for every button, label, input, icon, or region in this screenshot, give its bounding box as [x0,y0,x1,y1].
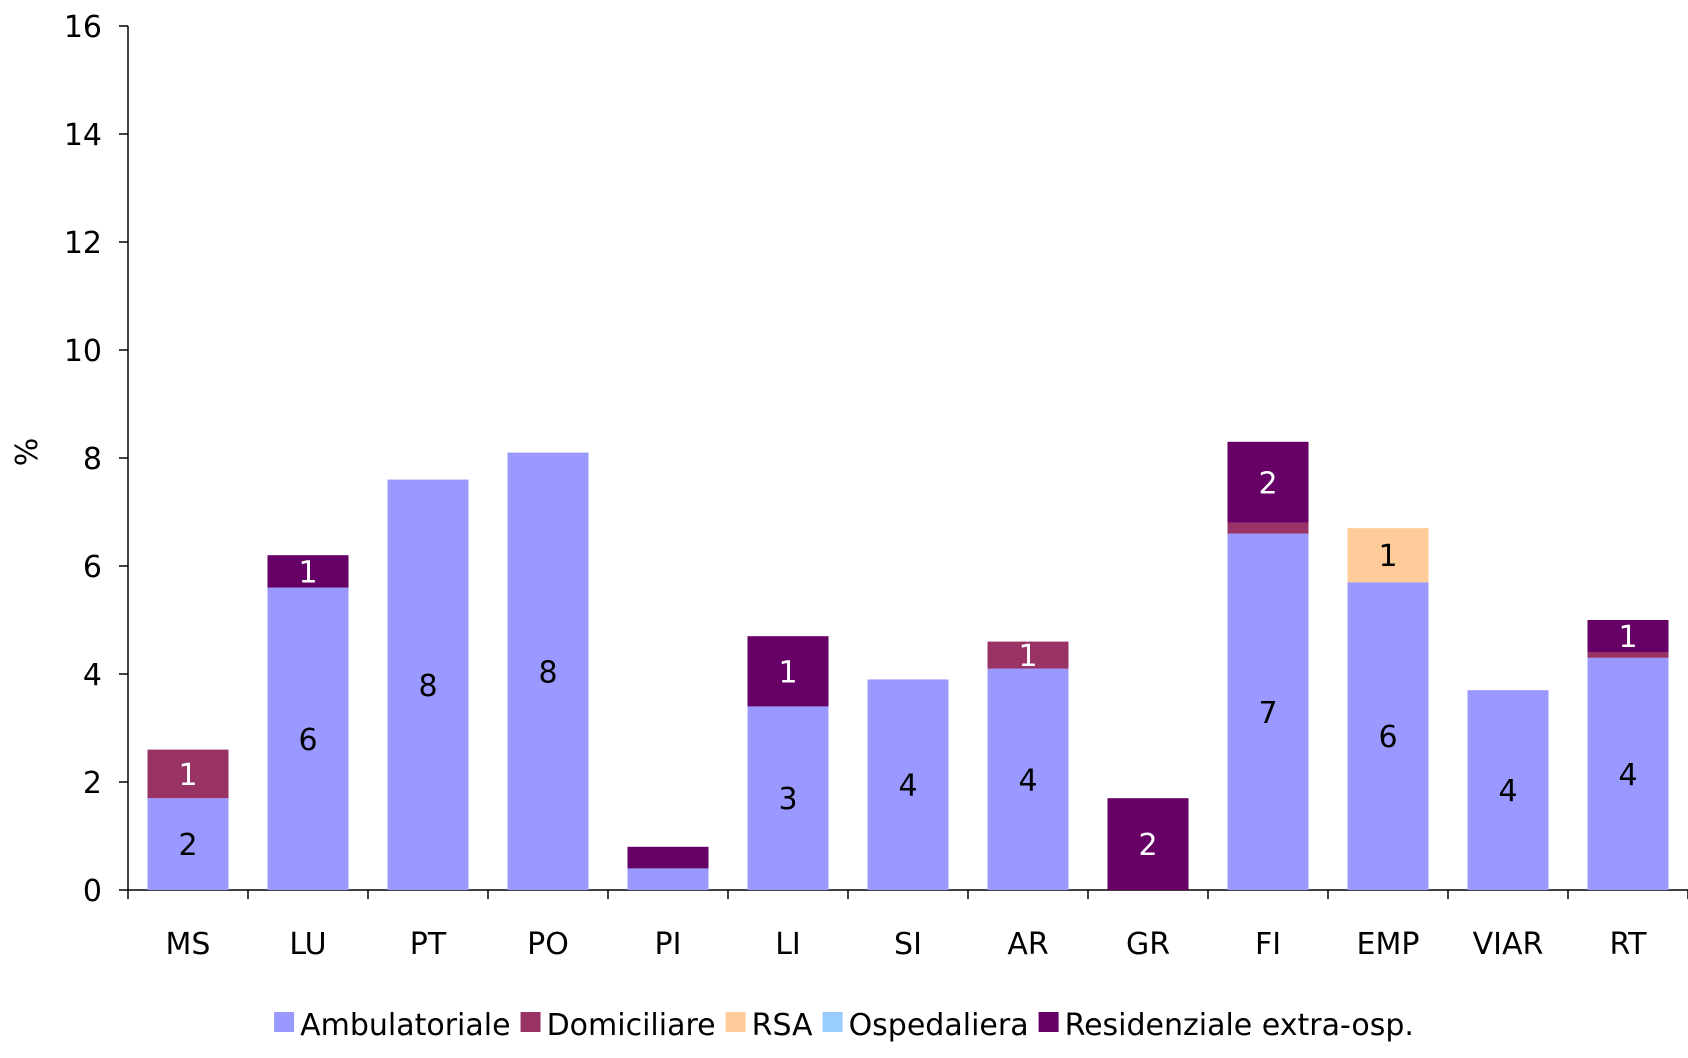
legend-item: RSA [725,1008,813,1043]
legend-swatch [725,1012,746,1032]
bars [147,441,1669,890]
legend-swatch [822,1012,843,1032]
legend-label: Ospedaliera [849,1008,1029,1043]
data-label: 2 [1258,466,1277,501]
legend-label: Domiciliare [547,1008,716,1043]
legend-item: Ambulatoriale [274,1008,511,1043]
bar-segment [1347,528,1429,583]
y-tick-label: 14 [64,118,102,153]
bar-segment [1587,620,1669,653]
bar-segment [627,868,709,890]
bar-segment [987,668,1069,890]
data-label: 1 [1618,620,1637,655]
bar-segment [1227,522,1309,534]
bar-segment [507,452,589,890]
bar-segment [747,706,829,890]
bar-segment [147,749,229,799]
legend-swatch [274,1012,295,1032]
data-label: 4 [1018,763,1037,798]
data-label: 3 [778,782,797,817]
legend-label: Ambulatoriale [300,1008,510,1043]
data-label: 2 [1138,828,1157,863]
data-label: 4 [1618,758,1637,793]
bar-segment [267,587,349,890]
bar-segment [1347,582,1429,890]
data-label: 4 [1498,774,1517,809]
legend-swatch [520,1012,541,1032]
bar-segment [1587,652,1669,658]
y-tick-label: 12 [64,226,102,261]
x-tick-label: LI [775,927,801,962]
x-tick-label: MS [166,927,211,962]
y-tick-label: 2 [83,766,102,801]
legend-item: Residenziale extra-osp. [1038,1008,1414,1043]
bar-segment [867,679,949,890]
bar-segment [1587,657,1669,890]
data-label: 1 [1378,539,1397,574]
x-tick-label: PI [655,927,682,962]
y-tick-label: 0 [83,874,102,909]
legend-label: RSA [752,1008,813,1043]
y-tick-label: 4 [83,658,102,693]
x-tick-label: GR [1126,927,1170,962]
legend-swatch [1038,1012,1059,1032]
bar-segment [627,846,709,869]
bar-segment [987,641,1069,669]
bar-segment [267,555,349,588]
data-label: 2 [178,828,197,863]
bar-segment [1107,798,1189,890]
bar-segment [147,798,229,890]
x-tick-label: PO [527,927,569,962]
data-label: 6 [298,723,317,758]
data-label: 4 [898,769,917,804]
y-axis-title: % [10,438,45,467]
data-label: 8 [418,669,437,704]
x-tick-label: LU [289,927,326,962]
data-label: 8 [538,655,557,690]
x-tick-label: AR [1007,927,1048,962]
x-tick-label: EMP [1357,927,1420,962]
data-label: 7 [1258,696,1277,731]
y-tick-label: 6 [83,550,102,585]
x-tick-label: FI [1255,927,1281,962]
x-tick-label: PT [410,927,447,962]
data-label: 1 [778,655,797,690]
x-tick-label: RT [1610,927,1648,962]
bar-segment [1227,441,1309,523]
y-tick-label: 10 [64,334,102,369]
data-label: 6 [1378,720,1397,755]
y-tick-label: 16 [64,10,102,45]
x-tick-label: SI [894,927,922,962]
legend: Ambulatoriale Domiciliare RSA Ospedaliera Re… [274,1008,1414,1043]
legend-label: Residenziale extra-osp. [1065,1008,1414,1043]
legend-item: Domiciliare [520,1008,716,1043]
data-label: 1 [298,555,317,590]
data-label: 1 [178,758,197,793]
bar-segment [1227,533,1309,890]
bar-segment [1467,690,1549,890]
bar-segment [387,479,469,890]
legend-item: Ospedaliera [822,1008,1029,1043]
x-tick-label: VIAR [1473,927,1544,962]
y-tick-label: 8 [83,442,102,477]
data-label: 1 [1018,639,1037,674]
bar-segment [747,636,829,707]
